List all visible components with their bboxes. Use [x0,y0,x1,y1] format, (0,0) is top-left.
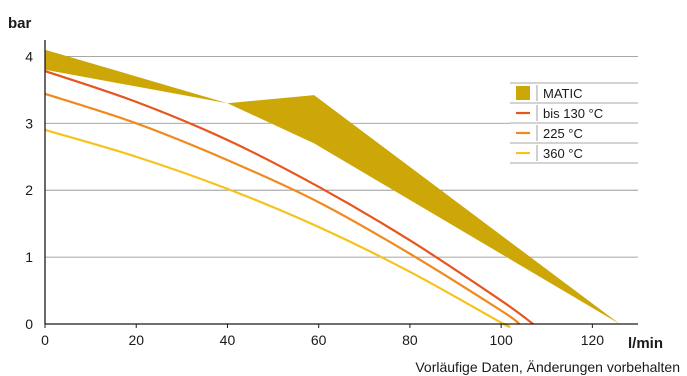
x-tick-labels: 0 20 40 60 80 100 120 [41,324,604,348]
x-axis-label: l/min [628,335,663,352]
axes [44,40,638,325]
legend-label-0: MATIC [543,86,582,101]
legend-swatch-0 [516,86,530,100]
x-tick-label-4: 80 [402,332,418,348]
y-tick-label-0: 0 [25,316,33,332]
y-tick-labels: 0 1 2 3 4 [25,48,33,332]
series-line-0 [44,70,534,325]
x-tick-label-6: 120 [581,332,605,348]
x-tick-label-2: 40 [220,332,236,348]
legend-label-2: 225 °C [543,126,583,141]
series-line-2 [44,128,511,328]
legend-label-3: 360 °C [543,146,583,161]
footnote: Vorläufige Daten, Änderungen vorbehalten [415,359,680,375]
x-tick-label-3: 60 [311,332,327,348]
x-tick-label-0: 0 [41,332,49,348]
x-tick-label-1: 20 [128,332,144,348]
series-line-1 [44,92,521,325]
x-tick-label-5: 100 [489,332,513,348]
matic-band-layer [45,49,620,324]
y-tick-label-1: 1 [25,249,33,265]
legend: MATIC bis 130 °C 225 °C 360 °C [510,82,638,164]
matic-band [45,49,620,324]
y-tick-label-3: 3 [25,115,33,131]
series-lines [44,70,534,328]
y-axis-label: bar [8,15,32,32]
y-tick-label-4: 4 [25,48,33,64]
legend-label-1: bis 130 °C [543,106,603,121]
y-tick-label-2: 2 [25,182,33,198]
